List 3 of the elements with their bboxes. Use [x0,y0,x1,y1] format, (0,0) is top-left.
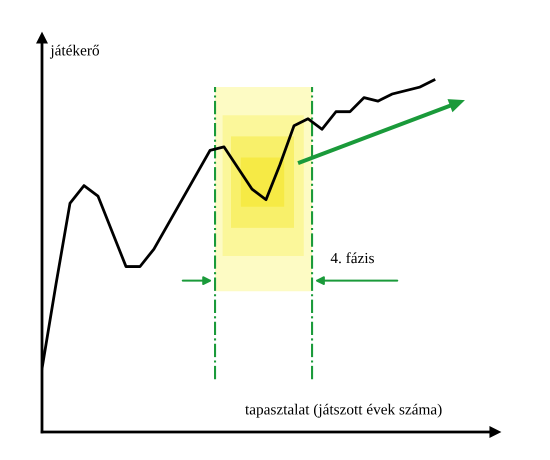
annotation: 4. fázis [330,252,374,264]
x-axis-title: tapasztalat (játszott évek száma) [245,404,442,418]
y-axis-title: játékerő [50,44,100,59]
